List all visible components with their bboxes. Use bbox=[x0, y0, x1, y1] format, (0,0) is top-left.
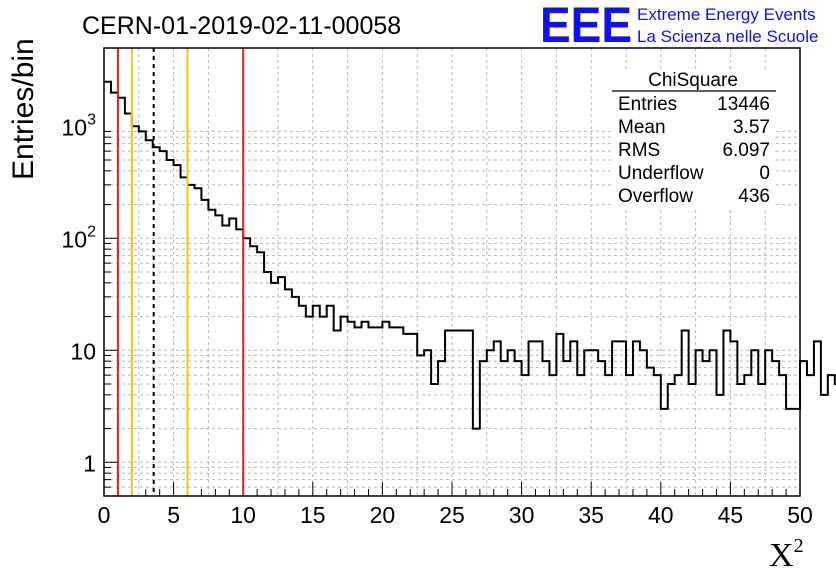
axis-ticks bbox=[103, 130, 801, 496]
y-tick-label: 1 bbox=[83, 450, 96, 476]
y-tick-label: 102 bbox=[62, 223, 97, 252]
x-axis-title: X2 bbox=[769, 535, 804, 572]
stats-label: RMS bbox=[618, 140, 660, 161]
x-axis-title-superscript: 2 bbox=[794, 535, 804, 557]
x-tick-label: 20 bbox=[370, 502, 396, 528]
plot-frame bbox=[103, 47, 801, 497]
x-tick-label: 45 bbox=[718, 502, 744, 528]
y-axis-title: Entries/bin bbox=[7, 38, 40, 180]
eee-logo: EEE bbox=[540, 0, 632, 53]
stats-value: 3.57 bbox=[733, 117, 770, 138]
brand-line-1: Extreme Energy Events bbox=[637, 5, 816, 24]
stats-rows: Entries 13446 Mean 3.57 RMS 6.097 Underflow 0 Ov… bbox=[618, 94, 770, 207]
x-tick-label: 30 bbox=[509, 502, 535, 528]
stats-box-background bbox=[612, 70, 776, 210]
y-tick-label: 10 bbox=[70, 338, 96, 364]
eee-logo-text: EEE bbox=[540, 0, 632, 53]
x-tick-label: 5 bbox=[167, 502, 180, 528]
x-tick-label: 40 bbox=[648, 502, 674, 528]
reference-lines bbox=[116, 48, 245, 496]
stats-value: 6.097 bbox=[722, 140, 770, 161]
grid-lines bbox=[104, 48, 800, 496]
x-tick-labels: 0 5 10 15 20 25 30 35 40 45 50 bbox=[98, 502, 813, 528]
histogram bbox=[104, 80, 836, 430]
stats-box: ChiSquare Entries 13446 Mean 3.57 RMS 6.097 Un… bbox=[612, 70, 776, 210]
stats-title: ChiSquare bbox=[648, 70, 738, 91]
stats-value: 13446 bbox=[717, 94, 770, 115]
x-tick-label: 35 bbox=[578, 502, 604, 528]
y-tick-labels: 1 10 102 103 bbox=[62, 111, 97, 476]
stats-label: Entries bbox=[618, 94, 677, 115]
x-tick-label: 10 bbox=[230, 502, 256, 528]
stats-label: Overflow bbox=[618, 186, 693, 207]
y-tick-label: 103 bbox=[62, 111, 97, 140]
stats-value: 436 bbox=[738, 186, 770, 207]
x-tick-label: 25 bbox=[439, 502, 465, 528]
stats-label: Underflow bbox=[618, 163, 704, 184]
brand-line-2: La Scienza nelle Scuole bbox=[637, 27, 818, 46]
x-tick-label: 50 bbox=[787, 502, 813, 528]
x-tick-label: 0 bbox=[98, 502, 111, 528]
run-title: CERN-01-2019-02-11-00058 bbox=[82, 12, 401, 40]
x-axis-title-base: X bbox=[769, 537, 794, 572]
histogram-step-line bbox=[104, 80, 836, 430]
x-tick-label: 15 bbox=[300, 502, 326, 528]
stats-label: Mean bbox=[618, 117, 666, 138]
stats-value: 0 bbox=[759, 163, 770, 184]
